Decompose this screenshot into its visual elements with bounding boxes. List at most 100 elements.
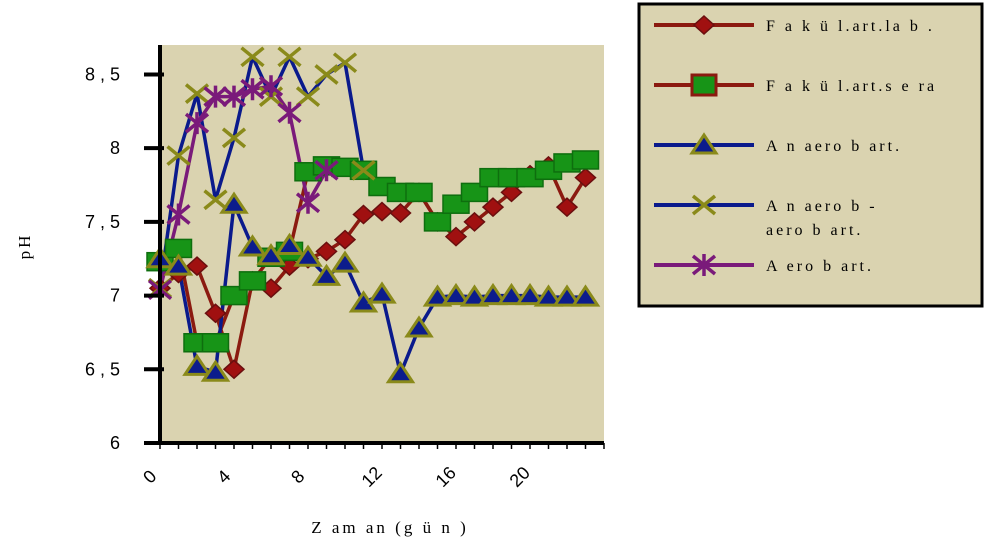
marker-shape: [204, 303, 227, 324]
marker-shape: [570, 284, 601, 307]
data-point-series-3: [385, 361, 416, 384]
marker-shape: [185, 256, 209, 277]
marker-shape: [184, 112, 210, 135]
data-point-series-1: [204, 303, 227, 324]
y-tick-label: 6: [110, 433, 120, 453]
data-point-series-5: [166, 203, 191, 226]
marker-shape: [258, 75, 284, 98]
marker-shape: [314, 159, 339, 182]
data-point-series-4: [240, 46, 265, 68]
x-axis-title: Z am an (g ü n ): [311, 518, 469, 537]
data-point-series-1: [500, 182, 523, 203]
data-point-series-3: [515, 282, 545, 306]
marker-shape: [238, 271, 267, 291]
x-tick-label: 16: [432, 463, 460, 491]
marker-shape: [481, 197, 505, 218]
data-point-series-3: [293, 244, 323, 267]
data-point-series-5: [184, 112, 210, 135]
legend-entry-3: A n aero b art.: [654, 132, 899, 155]
data-point-series-4: [277, 46, 302, 68]
data-point-series-3: [182, 353, 212, 376]
marker-shape: [405, 182, 433, 203]
data-point-series-4: [203, 189, 228, 211]
marker-shape: [389, 203, 412, 224]
legend-entry-5: A ero b art.: [654, 254, 871, 276]
marker-shape: [314, 64, 339, 85]
data-point-series-5: [277, 101, 302, 124]
data-point-series-4: [351, 159, 376, 181]
marker-shape: [571, 150, 600, 170]
marker-shape: [441, 282, 471, 306]
data-point-series-1: [315, 241, 338, 262]
data-point-series-3: [163, 253, 194, 276]
data-point-series-3: [552, 284, 582, 307]
marker-shape: [277, 46, 302, 68]
marker-shape: [691, 194, 717, 216]
legend-entry-4: A n aero b - aero b art.: [654, 194, 875, 239]
y-tick-label: 8 , 5: [85, 64, 120, 84]
marker-shape: [332, 52, 358, 74]
data-point-series-2: [220, 285, 248, 306]
data-point-series-3: [330, 250, 360, 273]
marker-shape: [163, 253, 194, 276]
marker-shape: [221, 127, 247, 149]
legend-marker: [691, 194, 717, 216]
marker-shape: [423, 212, 452, 232]
data-point-series-5: [240, 78, 265, 101]
data-point-series-3: [570, 284, 601, 307]
data-point-series-2: [460, 182, 489, 203]
legend-label: F a k ü l.art.la b .: [766, 18, 935, 35]
data-point-series-3: [404, 315, 434, 338]
data-point-series-4: [314, 64, 339, 85]
marker-shape: [692, 14, 716, 36]
data-point-series-1: [389, 203, 412, 224]
marker-shape: [404, 315, 434, 338]
marker-shape: [203, 85, 228, 108]
marker-shape: [237, 234, 268, 257]
marker-shape: [203, 189, 228, 211]
y-tick-label: 7: [110, 286, 120, 306]
marker-shape: [690, 73, 718, 97]
data-point-series-2: [571, 150, 600, 170]
data-point-series-3: [311, 263, 342, 286]
marker-shape: [219, 191, 249, 214]
x-tick-label: 4: [213, 466, 234, 487]
y-tick-label: 7 , 5: [85, 212, 120, 232]
marker-shape: [352, 204, 375, 225]
data-point-series-3: [274, 232, 305, 255]
data-point-series-3: [478, 282, 508, 306]
legend-marker: [689, 132, 719, 155]
data-point-series-1: [481, 197, 505, 218]
marker-shape: [370, 201, 394, 222]
marker-shape: [201, 333, 230, 353]
marker-shape: [333, 229, 357, 250]
data-point-series-4: [295, 86, 321, 107]
data-point-series-1: [574, 167, 597, 188]
marker-shape: [182, 353, 212, 376]
marker-shape: [277, 101, 302, 124]
marker-shape: [500, 182, 523, 203]
marker-shape: [574, 167, 597, 188]
data-point-series-3: [219, 191, 249, 214]
data-point-series-1: [352, 204, 375, 225]
marker-shape: [515, 282, 545, 306]
legend-entry-2: F a k ü l.art.s e ra: [654, 73, 934, 97]
marker-shape: [295, 191, 321, 214]
data-point-series-1: [370, 201, 394, 222]
data-point-series-3: [496, 282, 527, 306]
marker-shape: [463, 211, 486, 232]
marker-shape: [315, 241, 338, 262]
marker-shape: [330, 250, 360, 273]
legend-marker: [692, 14, 716, 36]
marker-shape: [220, 285, 248, 306]
marker-shape: [460, 182, 489, 203]
series-layer: [145, 46, 601, 384]
data-point-series-4: [166, 145, 191, 166]
marker-shape: [689, 132, 719, 155]
data-point-series-2: [238, 271, 267, 291]
data-point-series-3: [237, 234, 268, 257]
x-tick-label: 8: [287, 466, 308, 487]
data-point-series-5: [258, 75, 284, 98]
marker-shape: [351, 159, 376, 181]
marker-shape: [240, 78, 265, 101]
